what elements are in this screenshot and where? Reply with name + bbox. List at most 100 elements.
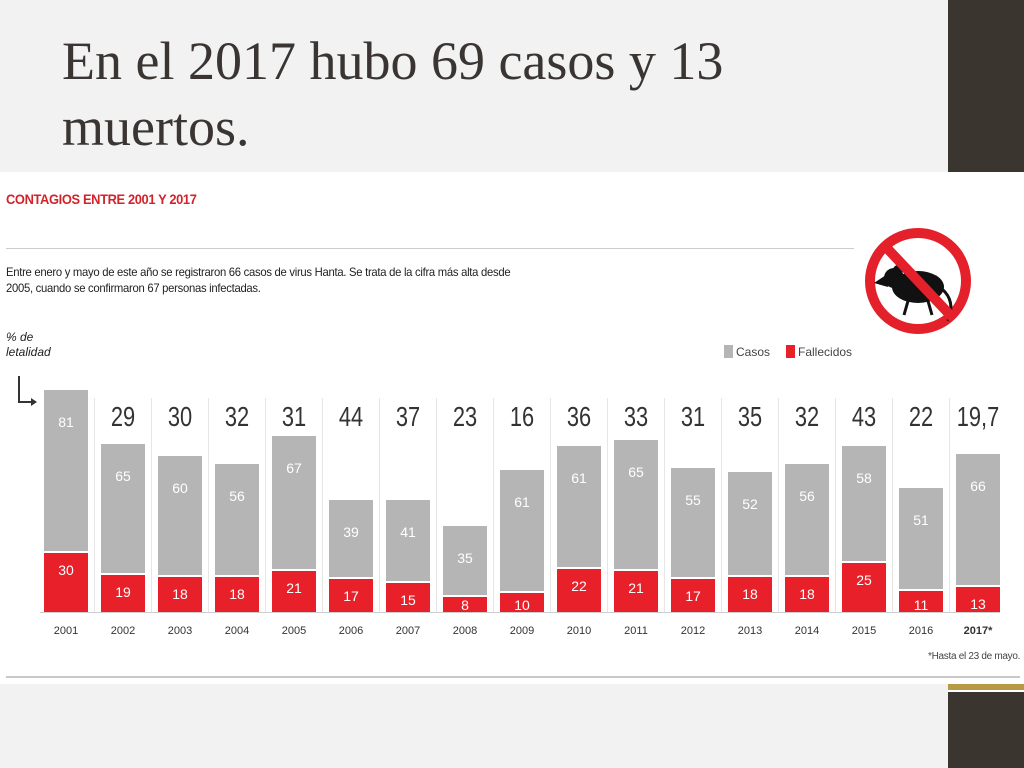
chart-legend: Casos Fallecidos: [724, 344, 852, 359]
lethality-value: 19,7: [957, 401, 999, 432]
casos-label: 56: [799, 488, 815, 504]
fallecidos-label: 18: [799, 586, 815, 602]
casos-label: 55: [685, 492, 701, 508]
year-label: 2002: [111, 625, 135, 637]
fallecidos-label: 19: [115, 584, 131, 600]
fallecidos-bar: [272, 571, 316, 612]
casos-bar: [443, 526, 487, 596]
fallecidos-label: 17: [685, 588, 701, 604]
year-label: 2006: [339, 625, 363, 637]
bar-divider: [386, 581, 430, 583]
bar-divider: [557, 567, 601, 569]
legend-label-casos: Casos: [736, 344, 771, 359]
casos-bar: [956, 454, 1000, 586]
legend-label-fallecidos: Fallecidos: [798, 344, 853, 359]
slide-title: En el 2017 hubo 69 casos y 13 muertos.: [62, 31, 724, 157]
lethality-value: 30: [168, 401, 192, 432]
bar-divider: [728, 575, 772, 577]
fallecidos-label: 15: [400, 592, 416, 608]
casos-label: 60: [172, 480, 188, 496]
fallecidos-label: 30: [58, 562, 74, 578]
fallecidos-label: 18: [172, 586, 188, 602]
lethality-value: 22: [909, 401, 933, 432]
casos-bar: [101, 444, 145, 574]
fallecidos-label: 13: [970, 596, 986, 612]
casos-label: 35: [457, 550, 473, 566]
casos-label: 61: [571, 470, 587, 486]
lethality-value: 43: [852, 401, 876, 432]
bar-divider: [671, 577, 715, 579]
lethality-arrow-icon: [18, 376, 37, 406]
lethality-value: 33: [624, 401, 648, 432]
lethality-value: 29: [111, 401, 135, 432]
fallecidos-label: 18: [229, 586, 245, 602]
lethality-value: 36: [567, 401, 591, 432]
casos-bar: [329, 500, 373, 578]
year-label: 2016: [909, 625, 933, 637]
casos-bar: [785, 464, 829, 576]
legend-swatch-fallecidos: [786, 345, 796, 359]
year-label: 2017*: [964, 625, 993, 637]
year-label: 2009: [510, 625, 534, 637]
bar-divider: [44, 551, 88, 553]
casos-label: 39: [343, 524, 359, 540]
fallecidos-bar: [785, 577, 829, 612]
lethality-value: 32: [795, 401, 819, 432]
casos-label: 81: [58, 414, 74, 430]
casos-label: 56: [229, 488, 245, 504]
year-label: 2010: [567, 625, 591, 637]
year-label: 2014: [795, 625, 819, 637]
bar-divider: [500, 591, 544, 593]
fallecidos-bar: [671, 579, 715, 612]
fallecidos-label: 21: [628, 580, 644, 596]
chart-footnote: *Hasta el 23 de mayo.: [928, 651, 1021, 662]
bar-divider: [443, 595, 487, 597]
casos-bar: [44, 390, 88, 552]
casos-bar: [215, 464, 259, 576]
lethality-value: 31: [681, 401, 705, 432]
bar-chart: 37 81 30 2001 29 65 19 2002 30 60 18 2003 32 56 18 2004…: [40, 390, 1000, 637]
casos-label: 51: [913, 512, 929, 528]
casos-bar: [272, 436, 316, 570]
lethality-value: 32: [225, 401, 249, 432]
year-label: 2004: [225, 625, 249, 637]
fallecidos-label: 21: [286, 580, 302, 596]
bar-divider: [899, 589, 943, 591]
fallecidos-bar: [899, 591, 943, 612]
bar-divider: [956, 585, 1000, 587]
year-label: 2007: [396, 625, 420, 637]
year-label: 2005: [282, 625, 306, 637]
fallecidos-label: 8: [461, 597, 469, 613]
casos-label: 65: [115, 468, 131, 484]
casos-bar: [728, 472, 772, 576]
fallecidos-bar: [956, 587, 1000, 612]
bar-divider: [272, 569, 316, 571]
casos-bar: [899, 488, 943, 590]
fallecidos-bar: [443, 597, 487, 612]
lethality-label: % de letalidad: [6, 330, 51, 359]
year-label: 2012: [681, 625, 705, 637]
casos-bar: [500, 470, 544, 592]
casos-bar: [671, 468, 715, 578]
fallecidos-bar: [614, 571, 658, 612]
chart-subtitle: Entre enero y mayo de este año se regist…: [6, 265, 511, 295]
year-label: 2008: [453, 625, 477, 637]
casos-label: 58: [856, 470, 872, 486]
bar-divider: [101, 573, 145, 575]
lethality-value: 35: [738, 401, 762, 432]
bar-divider: [842, 561, 886, 563]
corner-decoration-accent: [948, 684, 1024, 690]
casos-bar: [386, 500, 430, 582]
legend-swatch-casos: [724, 345, 733, 359]
no-rats-sign-icon: [865, 228, 971, 334]
fallecidos-bar: [386, 583, 430, 612]
bar-divider: [158, 575, 202, 577]
fallecidos-bar: [44, 553, 88, 612]
fallecidos-label: 17: [343, 588, 359, 604]
casos-label: 41: [400, 524, 416, 540]
fallecidos-label: 18: [742, 586, 758, 602]
fallecidos-bar: [215, 577, 259, 612]
corner-decoration-bottom: [948, 692, 1024, 768]
year-label: 2011: [624, 625, 648, 637]
lethality-value: 23: [453, 401, 477, 432]
